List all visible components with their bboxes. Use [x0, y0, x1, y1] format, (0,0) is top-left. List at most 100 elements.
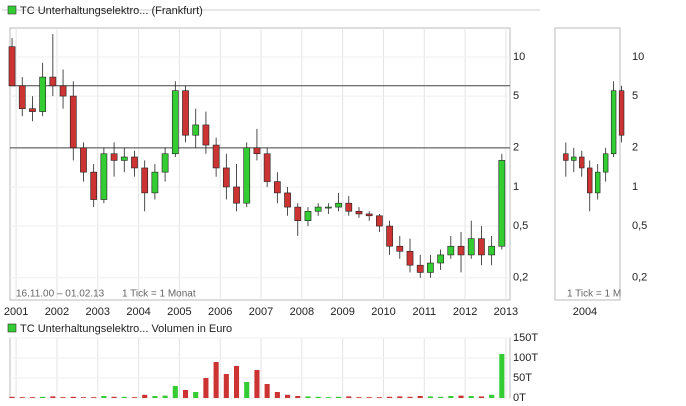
- volume-bar: [376, 397, 382, 398]
- volume-bar: [111, 396, 117, 398]
- x-tick-label: 2005: [167, 306, 191, 318]
- volume-bar: [458, 395, 464, 398]
- volume-bar: [407, 396, 413, 398]
- volume-bar: [142, 394, 148, 398]
- candle-body: [18, 85, 26, 109]
- y-tick-label: 5: [632, 90, 638, 102]
- volume-bar: [203, 378, 209, 398]
- y-tick-label: 0,5: [632, 220, 647, 232]
- candle-body: [120, 156, 128, 161]
- volume-bar: [182, 390, 189, 398]
- candle-body: [355, 210, 363, 215]
- y-tick-label: 10: [513, 51, 525, 63]
- candle-body: [498, 160, 506, 247]
- volume-bar: [80, 397, 87, 398]
- candle-body: [304, 210, 312, 221]
- volume-bar: [356, 397, 362, 398]
- volume-tick-label: 50T: [513, 372, 532, 384]
- volume-bar: [274, 392, 280, 398]
- candle-body: [8, 46, 16, 87]
- volume-bar: [499, 354, 505, 398]
- volume-bar: [9, 396, 15, 398]
- volume-bar: [489, 394, 495, 398]
- candle-body: [335, 202, 342, 208]
- volume-bar: [417, 396, 423, 398]
- volume-bar: [427, 396, 433, 398]
- y-tick-label: 10: [632, 51, 644, 63]
- volume-bar: [233, 366, 240, 398]
- volume-bar: [366, 397, 372, 398]
- volume-bar: [325, 397, 331, 398]
- legend-swatch: [7, 323, 17, 333]
- y-tick-label: 5: [513, 90, 519, 102]
- x-tick-label: 2010: [371, 306, 395, 318]
- x-tick-label: 2004: [573, 306, 597, 318]
- volume-bar: [397, 396, 403, 398]
- candle-body: [478, 238, 485, 256]
- candle-body: [90, 171, 98, 200]
- candle-body: [284, 192, 291, 208]
- x-tick-label: 2013: [494, 306, 518, 318]
- candle-body: [488, 245, 495, 256]
- volume-bar: [264, 384, 270, 398]
- volume-bar: [448, 396, 454, 398]
- volume-bar: [152, 396, 158, 398]
- y-tick-label: 0,2: [513, 272, 528, 284]
- candle-body: [100, 153, 108, 200]
- candle-body: [457, 245, 465, 256]
- candle-body: [325, 206, 332, 209]
- candle-body: [427, 262, 434, 273]
- x-tick-label: 2001: [4, 306, 28, 318]
- candle-body: [345, 202, 353, 212]
- candle-body: [141, 167, 149, 194]
- candle-body: [202, 124, 210, 146]
- candle-body: [39, 76, 47, 112]
- y-tick-label: 0,5: [513, 220, 528, 232]
- candle-body: [437, 254, 444, 264]
- candle-body: [29, 108, 36, 112]
- candle-body: [610, 90, 617, 155]
- volume-tick-label: 100T: [513, 352, 538, 364]
- x-tick-label: 2011: [412, 306, 436, 318]
- period-label: 16.11.00 – 01.02.13: [16, 289, 105, 300]
- plot-frame: [554, 27, 621, 301]
- volume-bar: [336, 396, 342, 398]
- candle-body: [243, 147, 251, 204]
- x-tick-label: 2002: [45, 306, 69, 318]
- candle-body: [386, 225, 393, 247]
- candle-body: [376, 215, 383, 227]
- volume-tick-label: 0T: [513, 392, 526, 404]
- volume-bar: [172, 386, 178, 398]
- x-tick-label: 2007: [249, 306, 273, 318]
- volume-bar: [162, 395, 168, 398]
- candle-body: [151, 171, 159, 194]
- volume-bar: [121, 396, 127, 398]
- tick-note: 1 Tick = 1 M: [567, 289, 621, 300]
- y-tick-label: 1: [632, 181, 638, 193]
- candle-body: [171, 90, 179, 155]
- candle-body: [59, 85, 67, 97]
- candle-body: [447, 245, 455, 256]
- volume-bar: [315, 396, 321, 398]
- volume-bar: [478, 396, 484, 398]
- y-tick-label: 2: [632, 142, 638, 154]
- x-tick-label: 2004: [126, 306, 150, 318]
- volume-bar: [40, 396, 46, 398]
- volume-bar: [254, 370, 260, 398]
- volume-bar: [70, 396, 76, 398]
- volume-bar: [50, 396, 56, 398]
- volume-tick-label: 150T: [513, 332, 538, 344]
- volume-bar: [346, 396, 352, 398]
- x-tick-label: 2012: [453, 306, 477, 318]
- candle-body: [314, 206, 322, 212]
- candle-body: [587, 167, 593, 194]
- candle-body: [110, 153, 118, 161]
- candle-body: [69, 95, 77, 149]
- volume-bar: [60, 397, 66, 398]
- volume-bar: [131, 397, 138, 398]
- candle-body: [49, 76, 57, 87]
- candle-body: [365, 213, 373, 217]
- y-tick-label: 2: [513, 142, 519, 154]
- volume-bar: [101, 396, 107, 398]
